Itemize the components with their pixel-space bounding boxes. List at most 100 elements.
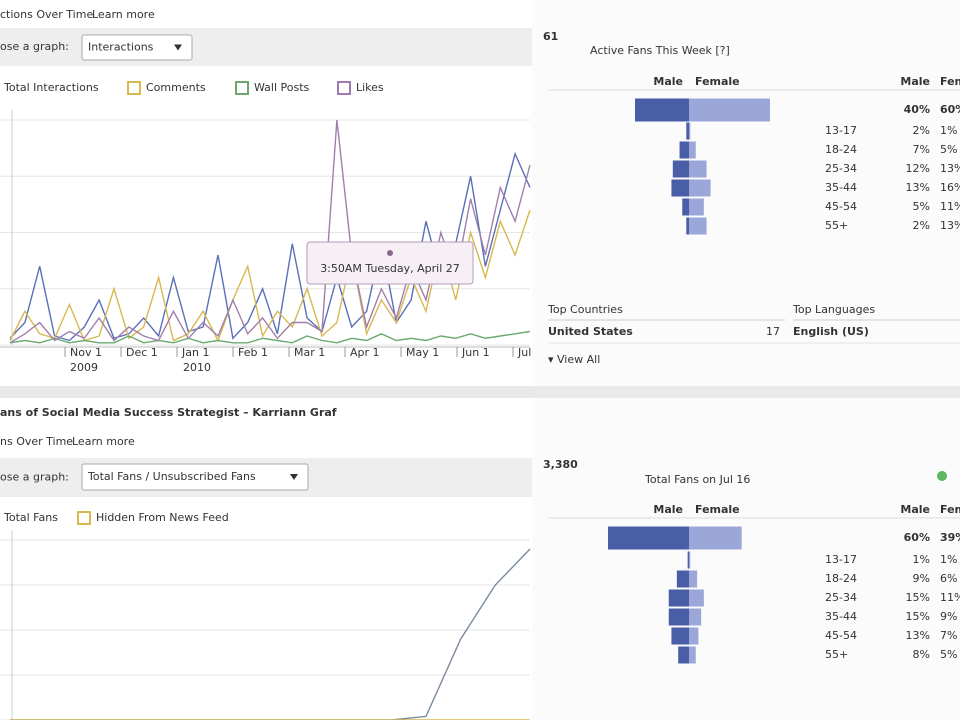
age-label: 45-54 [825, 200, 857, 213]
divider [0, 386, 960, 398]
female-bar [689, 526, 742, 550]
male-pct: 15% [906, 610, 930, 623]
female-bar [689, 217, 707, 235]
female-bar [689, 627, 699, 645]
legend-label[interactable]: Comments [146, 81, 206, 94]
male-pct: 5% [913, 200, 930, 213]
female-pct: 9% [940, 610, 957, 623]
pyramid-male-header: Male [653, 75, 683, 88]
graph-dropdown-value[interactable]: Total Fans / Unsubscribed Fans [87, 470, 256, 483]
female-bar [689, 198, 704, 216]
fan-count: 3,380 [543, 458, 578, 471]
female-bar [689, 141, 696, 159]
female-pct: 13% [940, 162, 960, 175]
choose-label: ose a graph: [0, 40, 69, 53]
graph-dropdown[interactable] [81, 463, 309, 491]
x-tick-label: Apr 1 [350, 346, 380, 359]
female-bar [689, 551, 691, 569]
age-label: 18-24 [825, 143, 857, 156]
age-label: 35-44 [825, 181, 857, 194]
learn-more-link[interactable]: Learn more [92, 8, 155, 21]
fan-count: 61 [543, 30, 558, 43]
country-name: United States [548, 325, 633, 338]
male-pct: 1% [913, 553, 930, 566]
female-bar [689, 160, 707, 178]
male-bar [678, 646, 689, 664]
legend-swatch[interactable] [235, 81, 249, 95]
female-bar [689, 608, 702, 626]
male-bar [668, 589, 689, 607]
section-heading: ns Over Time [0, 435, 73, 448]
age-label: 18-24 [825, 572, 857, 585]
male-bar [679, 141, 689, 159]
female-bar [689, 589, 704, 607]
female-bar [689, 646, 696, 664]
graph-dropdown[interactable] [81, 34, 193, 61]
legend-label[interactable]: Likes [356, 81, 384, 94]
male-bar [682, 198, 689, 216]
male-bar [686, 122, 689, 140]
total-male-pct: 60% [904, 531, 930, 544]
female-pct: 11% [940, 200, 960, 213]
legend-swatch[interactable] [127, 81, 141, 95]
age-label: 25-34 [825, 591, 857, 604]
fan-count-label: Total Fans on Jul 16 [644, 473, 750, 486]
fan-count-label: Active Fans This Week [?] [590, 44, 730, 57]
tooltip-text: 3:50AM Tuesday, April 27 [320, 262, 460, 275]
pyramid-female-header: Female [695, 75, 740, 88]
right-panel-bg [532, 398, 960, 720]
page-title: ans of Social Media Success Strategist –… [0, 406, 337, 419]
dropdown-arrow [174, 44, 182, 51]
male-pct: 12% [906, 162, 930, 175]
legend-label[interactable]: Total Fans [3, 511, 58, 524]
legend-label[interactable]: Total Interactions [3, 81, 99, 94]
age-label: 25-34 [825, 162, 857, 175]
legend-label[interactable]: Hidden From News Feed [96, 511, 229, 524]
tooltip-box [306, 241, 474, 285]
x-year-label: 2009 [70, 361, 98, 374]
female-bar [689, 98, 770, 122]
female-pct: 16% [940, 181, 960, 194]
column-female-header: Female [940, 503, 960, 516]
female-bar [689, 122, 691, 140]
total-male-pct: 40% [904, 103, 930, 116]
legend-swatch[interactable] [337, 81, 351, 95]
male-pct: 13% [906, 181, 930, 194]
legend-label[interactable]: Wall Posts [254, 81, 310, 94]
view-all-link[interactable]: ▾ View All [548, 353, 600, 366]
section-heading: ctions Over Time [0, 8, 93, 21]
male-pct: 2% [913, 219, 930, 232]
female-bar [689, 179, 711, 197]
series-line [9, 330, 531, 344]
pyramid-female-header: Female [695, 503, 740, 516]
age-label: 13-17 [825, 553, 857, 566]
male-pct: 7% [913, 143, 930, 156]
total-female-pct: 60% [940, 103, 960, 116]
female-pct: 11% [940, 591, 960, 604]
age-label: 55+ [825, 648, 848, 661]
series-line [9, 119, 531, 344]
graph-dropdown-value[interactable]: Interactions [88, 41, 154, 54]
growth-dot [937, 471, 947, 481]
x-year-label: 2010 [183, 361, 211, 374]
x-tick-label: Jan 1 [181, 346, 209, 359]
x-tick-label: Mar 1 [294, 346, 325, 359]
male-bar [608, 526, 689, 550]
learn-more-link[interactable]: Learn more [72, 435, 135, 448]
column-male-header: Male [900, 75, 930, 88]
pyramid-male-header: Male [653, 503, 683, 516]
male-bar [668, 608, 689, 626]
female-pct: 5% [940, 648, 957, 661]
x-tick-label: Jun 1 [461, 346, 490, 359]
female-pct: 1% [940, 124, 957, 137]
x-tick-label: Feb 1 [238, 346, 268, 359]
male-bar [676, 570, 689, 588]
male-pct: 9% [913, 572, 930, 585]
male-bar [686, 217, 689, 235]
male-bar [687, 551, 689, 569]
age-label: 13-17 [825, 124, 857, 137]
series-line [10, 548, 531, 720]
x-tick-label: May 1 [406, 346, 439, 359]
legend-swatch[interactable] [77, 511, 91, 525]
